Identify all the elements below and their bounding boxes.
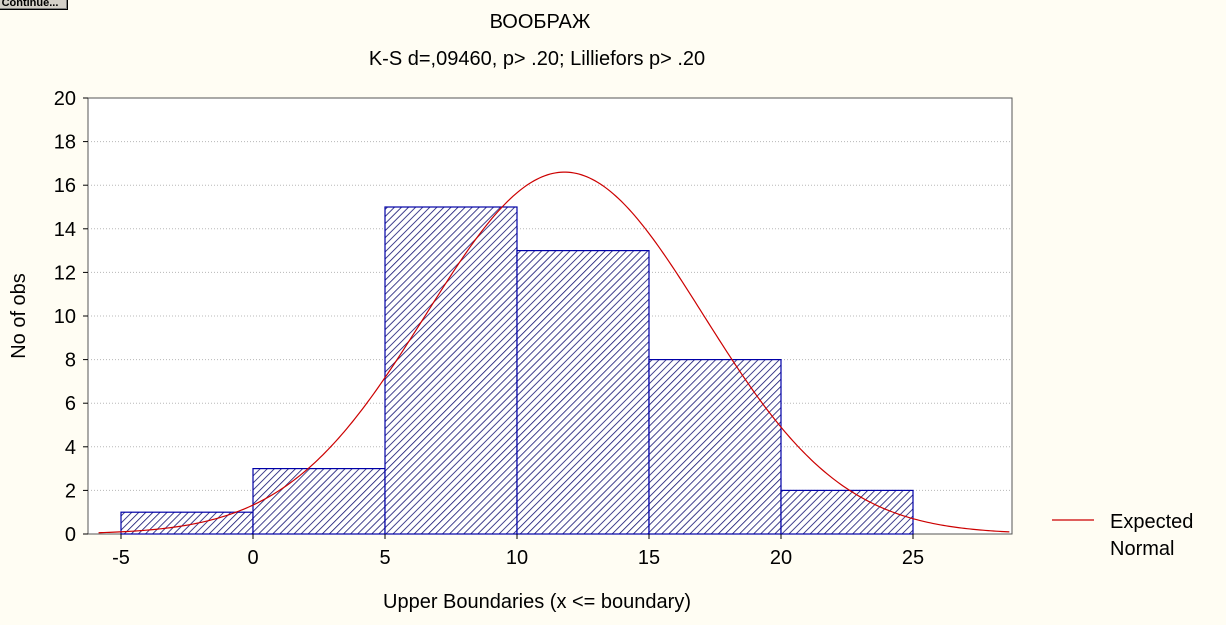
y-axis: 0 2 4 6 8 10 12 14 16 18 20 [54,88,88,546]
histogram-bar [516,250,650,535]
histogram-bar [252,468,386,535]
y-tick-label: 18 [54,132,76,154]
y-tick-label: 20 [54,88,76,110]
x-axis-label: Upper Boundaries (x <= boundary) [383,591,691,613]
expected-normal-curve [98,171,1010,534]
y-axis-label: No of obs [8,273,30,359]
x-tick-label: -5 [112,547,130,569]
x-tick-label: 25 [902,547,924,569]
x-tick-label: 20 [770,547,792,569]
x-tick-label: 15 [638,547,660,569]
y-tick-label: 14 [54,219,76,241]
x-axis: -5 0 5 10 15 20 25 [112,534,924,569]
y-tick-label: 6 [65,393,76,415]
continue-button[interactable]: Continue... [0,0,68,10]
y-tick-label: 16 [54,175,76,197]
legend-label-line2: Normal [1110,538,1174,560]
legend: Expected Normal [1052,511,1193,560]
x-tick-label: 5 [379,547,390,569]
y-tick-label: 10 [54,306,76,328]
chart-subtitle: K-S d=,09460, p> .20; Lilliefors p> .20 [369,48,705,70]
legend-label-line1: Expected [1110,511,1193,533]
histogram-bar [384,206,518,535]
y-tick-label: 0 [65,524,76,546]
x-tick-label: 0 [247,547,258,569]
histogram-bar [780,489,914,535]
y-tick-label: 12 [54,262,76,284]
y-tick-label: 4 [65,437,76,459]
y-tick-label: 2 [65,480,76,502]
x-tick-label: 10 [506,547,528,569]
histogram-bar [648,359,782,535]
chart-title: ВООБРАЖ [490,11,591,33]
y-tick-label: 8 [65,350,76,372]
